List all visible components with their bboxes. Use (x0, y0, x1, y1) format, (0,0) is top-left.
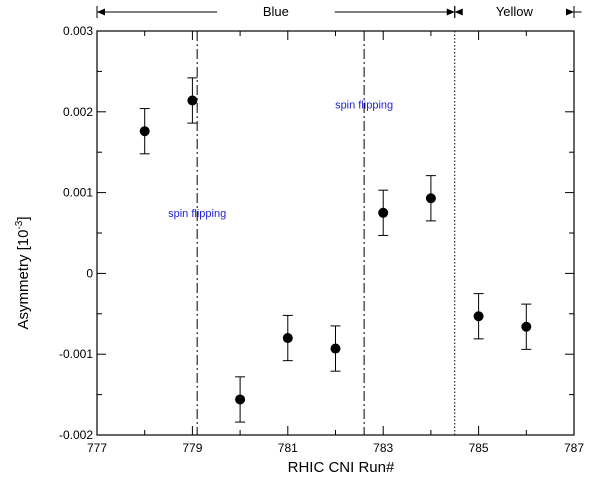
x-tick-label: 783 (373, 441, 393, 455)
data-marker (425, 193, 436, 204)
ticks-group: 777 779 781 783 785 787 0.003 0.002 0.001 0 -0.001… (59, 24, 584, 455)
region-label: Blue (263, 4, 289, 19)
data-marker (187, 95, 198, 106)
data-point (139, 108, 150, 155)
data-point (378, 189, 389, 236)
data-marker (235, 394, 246, 405)
y-tick-label: -0.001 (59, 347, 93, 361)
data-points-group (139, 77, 532, 423)
data-marker (282, 333, 293, 344)
data-marker (378, 207, 389, 218)
x-tick-label: 779 (182, 441, 202, 455)
y-axis-label-main: Asymmetry [10 (15, 230, 32, 330)
region-label: Yellow (496, 4, 534, 19)
region-arrowhead (454, 8, 463, 16)
region-arrows-group: Blue Yellow (96, 4, 582, 19)
x-tick-label: 781 (278, 441, 298, 455)
data-point (330, 325, 341, 372)
y-tick-label: -0.002 (59, 428, 93, 442)
y-tick-label: 0.001 (63, 186, 93, 200)
data-marker (521, 321, 532, 332)
y-tick-label: 0.003 (63, 24, 93, 38)
data-marker (139, 126, 150, 137)
x-tick-label: 787 (564, 441, 584, 455)
y-tick-label: 0.002 (63, 105, 93, 119)
region-blue: Blue (96, 4, 456, 19)
data-point (425, 175, 436, 222)
y-axis-label: Asymmetry [10-3] (14, 216, 32, 329)
x-axis-label: RHIC CNI Run# (288, 459, 395, 476)
plot-frame-group (96, 30, 575, 436)
data-point (187, 77, 198, 124)
spin-flipping-annotation: spin flipping (168, 208, 226, 220)
data-point (521, 303, 532, 350)
data-marker (330, 343, 341, 354)
vertical-lines-group (196, 31, 456, 435)
region-arrowhead (97, 8, 105, 16)
region-yellow: Yellow (447, 4, 582, 19)
x-tick-label: 777 (87, 441, 107, 455)
plot-frame (96, 30, 575, 436)
data-point (235, 376, 246, 423)
y-axis-label-exponent: -3 (14, 220, 25, 229)
data-marker (473, 311, 484, 322)
data-point (473, 293, 484, 340)
spin-flipping-annotation: spin flipping (335, 100, 393, 112)
region-arrowhead (566, 8, 574, 16)
annotations-group: spin flipping spin flipping (168, 100, 393, 220)
y-axis-label-close: ] (15, 216, 32, 220)
y-tick-label: 0 (86, 266, 93, 280)
data-point (282, 314, 293, 362)
x-tick-label: 785 (469, 441, 489, 455)
